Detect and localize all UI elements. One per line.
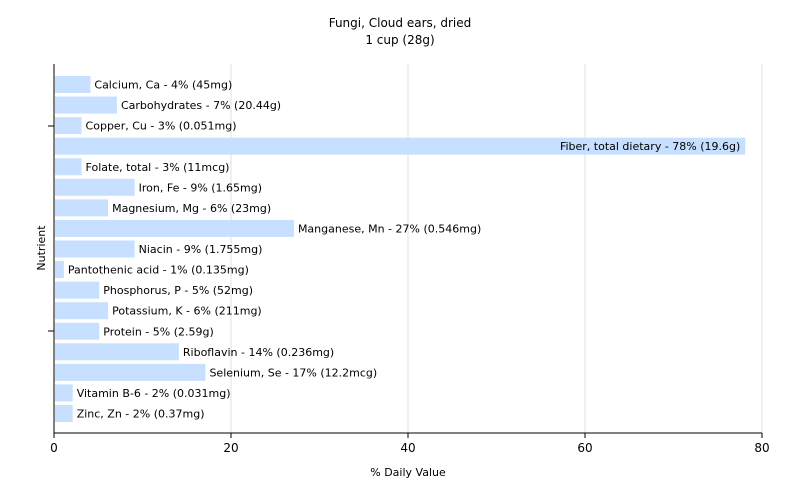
bar-label: Vitamin B-6 - 2% (0.031mg): [77, 387, 231, 400]
x-tick-label: 40: [400, 441, 415, 455]
bar-label: Niacin - 9% (1.755mg): [139, 243, 263, 256]
bar: [55, 281, 100, 299]
bar-label: Calcium, Ca - 4% (45mg): [94, 79, 232, 92]
y-axis-label: Nutrient: [35, 225, 48, 271]
bar-label: Selenium, Se - 17% (12.2mcg): [209, 366, 377, 379]
bar-label: Iron, Fe - 9% (1.65mg): [139, 181, 262, 194]
bars: Calcium, Ca - 4% (45mg) Carbohydrates - 7…: [55, 76, 746, 422]
bar: [55, 117, 82, 135]
bar: [55, 96, 117, 114]
bar: [55, 219, 294, 237]
bar: [55, 363, 206, 381]
bar-label: Zinc, Zn - 2% (0.37mg): [77, 408, 205, 421]
bar-label: Fiber, total dietary - 78% (19.6g): [560, 140, 740, 153]
bar: [55, 178, 135, 196]
bar-label: Carbohydrates - 7% (20.44g): [121, 99, 281, 112]
bar-label: Phosphorus, P - 5% (52mg): [103, 284, 253, 297]
bar: [55, 261, 64, 279]
x-tick-label: 0: [50, 441, 58, 455]
bar: [55, 158, 82, 176]
axes: 0 20 40 60 80: [48, 64, 770, 455]
bar-label: Folate, total - 3% (11mcg): [86, 161, 230, 174]
chart-title: Fungi, Cloud ears, dried: [329, 16, 472, 30]
x-axis-label: % Daily Value: [370, 466, 446, 479]
bar-label: Protein - 5% (2.59g): [103, 325, 214, 338]
x-tick-label: 80: [754, 441, 769, 455]
bar: [55, 199, 109, 217]
bar: [55, 322, 100, 340]
bar: [55, 137, 746, 155]
bar-label: Copper, Cu - 3% (0.051mg): [86, 120, 237, 133]
bar: [55, 343, 179, 361]
x-tick-label: 60: [577, 441, 592, 455]
x-tick-label: 20: [223, 441, 238, 455]
bar: [55, 76, 91, 93]
grid-lines: [230, 64, 763, 433]
bar-label: Potassium, K - 6% (211mg): [112, 305, 262, 318]
bar-label: Magnesium, Mg - 6% (23mg): [112, 202, 271, 215]
bar-label: Pantothenic acid - 1% (0.135mg): [68, 264, 249, 277]
bar: [55, 302, 109, 320]
bar: [55, 405, 73, 422]
bar: [55, 240, 135, 258]
bar-label: Manganese, Mn - 27% (0.546mg): [298, 222, 481, 235]
chart-subtitle: 1 cup (28g): [365, 33, 434, 47]
bar-label: Riboflavin - 14% (0.236mg): [183, 346, 334, 359]
bar: [55, 384, 73, 402]
